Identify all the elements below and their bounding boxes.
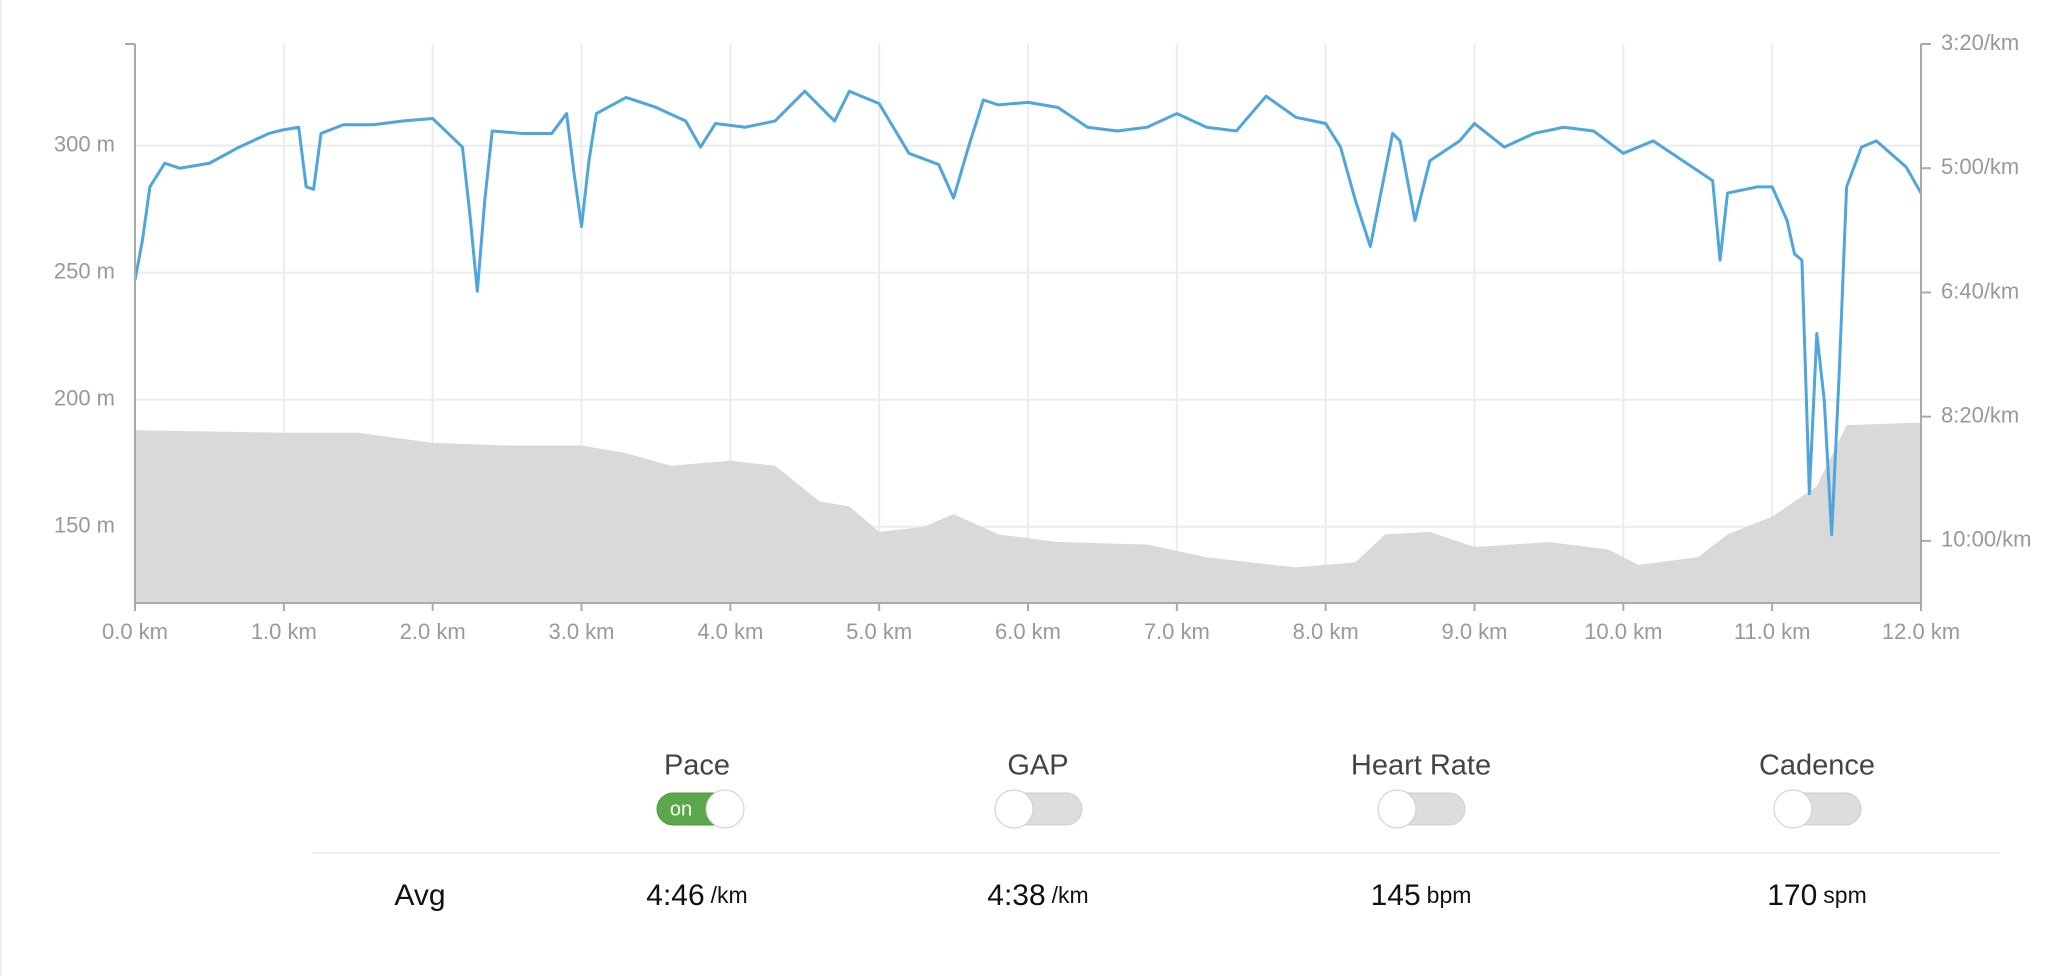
x-tick-label: 7.0 km [1144, 619, 1210, 644]
metric-avg: 145 bpm [1371, 879, 1472, 912]
y-tick-label: 150 m [54, 513, 115, 538]
toggle-text: on [670, 798, 692, 820]
metric-avg: 170 spm [1767, 879, 1867, 912]
x-tick-label: 10.0 km [1584, 619, 1662, 644]
x-tick-label: 3.0 km [548, 619, 614, 644]
metric-avg: 4:46/km [646, 879, 747, 912]
metric-avg: 4:38/km [987, 879, 1088, 912]
avg-unit: /km [711, 882, 748, 908]
y2-tick-label: 3:20/km [1941, 30, 2019, 55]
y-tick-label: 200 m [54, 386, 115, 411]
x-tick-label: 4.0 km [697, 619, 763, 644]
toggle[interactable] [1773, 789, 1862, 829]
metric-label: Cadence [1759, 750, 1875, 782]
x-tick-label: 2.0 km [400, 619, 466, 644]
elevation-area [135, 422, 1921, 603]
x-tick-label: 6.0 km [995, 619, 1061, 644]
toggle-knob [1773, 789, 1813, 829]
toggle-knob [994, 789, 1034, 829]
metric-label: Pace [664, 750, 730, 782]
y2-tick-label: 5:00/km [1941, 154, 2019, 179]
avg-unit: bpm [1427, 882, 1472, 908]
grid [134, 44, 1922, 603]
toggle[interactable] [994, 789, 1083, 829]
toggle-knob [1377, 789, 1417, 829]
x-tick-label: 8.0 km [1293, 619, 1359, 644]
x-tick-label: 11.0 km [1734, 619, 1811, 644]
avg-value: 4:38 [987, 879, 1045, 912]
avg-unit: /km [1052, 882, 1089, 908]
x-tick-label: 0.0 km [102, 619, 168, 644]
avg-label: Avg [394, 879, 445, 912]
y2-tick-label: 6:40/km [1941, 278, 2019, 303]
avg-value: 170 [1767, 879, 1817, 912]
avg-value: 4:46 [646, 879, 704, 912]
toggle[interactable]: on [656, 789, 745, 829]
toggle-knob [705, 789, 745, 829]
x-tick-label: 9.0 km [1441, 619, 1507, 644]
x-tick-label: 1.0 km [251, 619, 317, 644]
metric-label: Heart Rate [1351, 750, 1491, 782]
avg-unit: spm [1823, 882, 1866, 908]
y-tick-label: 250 m [54, 258, 115, 283]
y-tick-label: 300 m [54, 131, 115, 156]
y2-tick-label: 10:00/km [1941, 527, 2032, 552]
toggle[interactable] [1377, 789, 1466, 829]
x-tick-label: 12.0 km [1882, 619, 1960, 644]
metric-label: GAP [1007, 750, 1068, 782]
y2-tick-label: 8:20/km [1941, 402, 2019, 427]
x-tick-label: 5.0 km [846, 619, 912, 644]
pace-line [133, 89, 1923, 537]
avg-value: 145 [1371, 879, 1421, 912]
